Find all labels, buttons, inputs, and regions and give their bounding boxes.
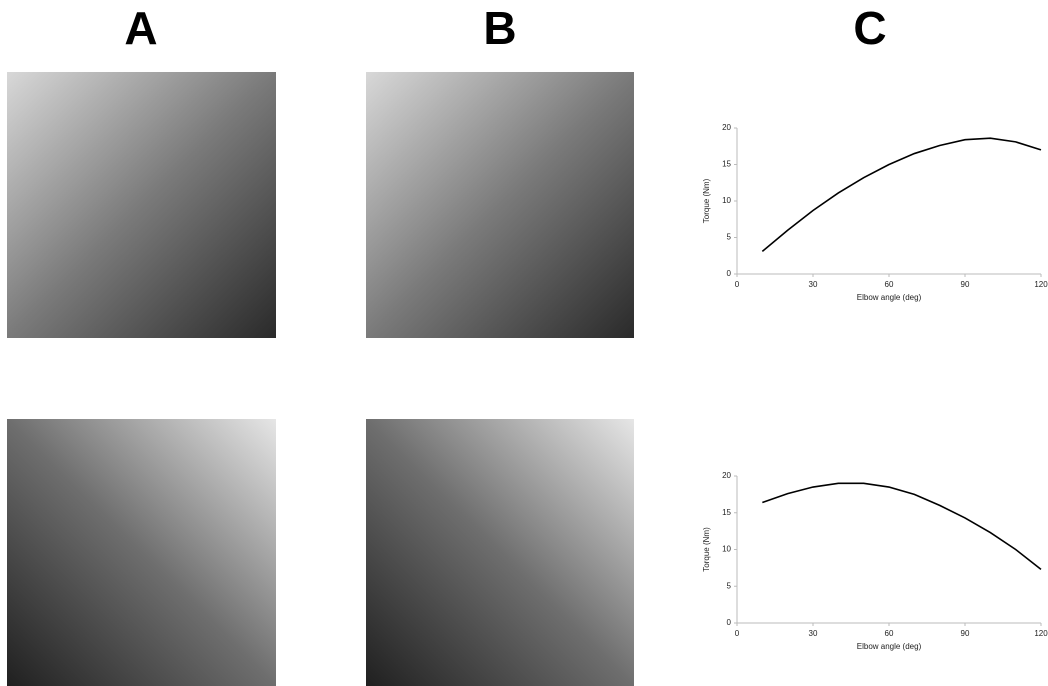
x-tick-label: 0 — [735, 280, 740, 289]
x-tick-label: 30 — [809, 629, 818, 638]
y-tick-label: 15 — [722, 160, 731, 169]
y-axis-label: Torque (Nm) — [702, 178, 711, 223]
panel-label: B — [483, 2, 516, 54]
y-axis-label: Torque (Nm) — [702, 527, 711, 572]
y-tick-label: 15 — [722, 508, 731, 517]
y-tick-label: 20 — [722, 471, 731, 480]
x-tick-label: 60 — [885, 629, 894, 638]
y-tick-label: 5 — [727, 233, 732, 242]
photo — [366, 419, 634, 686]
x-tick-label: 60 — [885, 280, 894, 289]
y-tick-label: 0 — [727, 618, 732, 627]
photo — [7, 72, 276, 338]
x-tick-label: 120 — [1034, 280, 1048, 289]
y-tick-label: 10 — [722, 545, 731, 554]
y-tick-label: 10 — [722, 196, 731, 205]
figure: A B C 0 5 10 15 20 0 30 60 90 120 Elbow angle (deg… — [0, 0, 1048, 686]
x-tick-label: 120 — [1034, 629, 1048, 638]
y-tick-label: 20 — [722, 123, 731, 132]
y-tick-label: 5 — [727, 581, 732, 590]
x-tick-label: 0 — [735, 629, 740, 638]
photo — [366, 72, 634, 338]
y-tick-label: 0 — [727, 269, 732, 278]
x-axis-label: Elbow angle (deg) — [857, 293, 922, 302]
panel-label: C — [853, 2, 886, 54]
x-tick-label: 90 — [961, 280, 970, 289]
x-tick-label: 90 — [961, 629, 970, 638]
x-tick-label: 30 — [809, 280, 818, 289]
photo — [7, 419, 276, 686]
line — [762, 138, 1041, 251]
line — [762, 483, 1041, 569]
x-axis-label: Elbow angle (deg) — [857, 642, 922, 651]
panel-label: A — [124, 2, 157, 54]
